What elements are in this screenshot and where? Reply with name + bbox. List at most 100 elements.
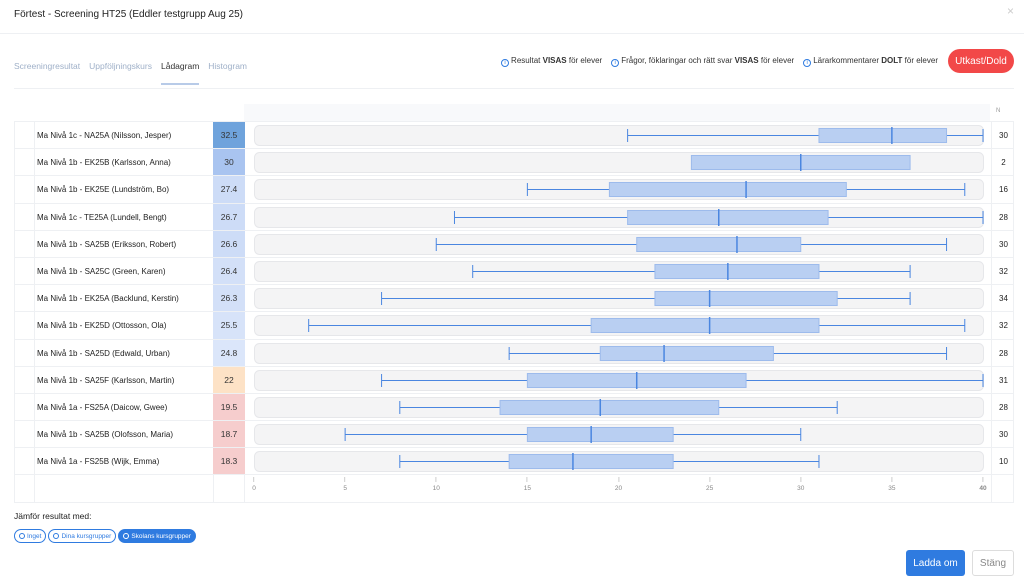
option-label: Skolans kursgrupper — [131, 532, 191, 540]
group-count: 30 — [991, 122, 1015, 149]
info-text: för elever — [566, 56, 603, 65]
row-cell — [991, 475, 1015, 503]
box — [526, 427, 674, 443]
tab-uppfoljningskurs[interactable]: Uppföljningskurs — [89, 61, 152, 71]
tick-text: 20 — [614, 485, 623, 493]
row-cell — [15, 448, 35, 475]
group-name: Ma Nivå 1a - FS25B (Wijk, Emma) — [37, 457, 160, 467]
table-row: Ma Nivå 1b - SA25D (Edwald, Urban) 24.8 … — [15, 339, 1015, 367]
close-button[interactable]: Stäng — [972, 550, 1014, 576]
group-score: 27.4 — [213, 176, 245, 203]
tab-histogram[interactable]: Histogram — [208, 61, 248, 71]
info-text: Lärarkommentarer — [813, 56, 882, 65]
tick-text: 35 — [888, 485, 896, 493]
group-count: 32 — [991, 312, 1015, 339]
row-cell — [15, 475, 35, 503]
x-tick-label: 5 — [343, 477, 347, 492]
table-row: Ma Nivå 1b - EK25D (Ottosson, Ola) 25.5 … — [15, 312, 1015, 340]
compare-option-school-groups[interactable]: Skolans kursgrupper — [118, 529, 196, 543]
group-count: 28 — [991, 203, 1015, 230]
tick-text: 30 — [797, 485, 805, 493]
info-state: DOLT — [881, 56, 903, 65]
option-label: Inget — [27, 532, 42, 540]
option-label: Dina kursgrupper — [61, 532, 112, 540]
info-questions[interactable]: i Frågor, föklaringar och rätt svar VISAS… — [611, 56, 794, 67]
group-count: 10 — [991, 448, 1015, 475]
x-tick-label: 0 — [252, 477, 256, 492]
group-name: Ma Nivå 1b - SA25B (Eriksson, Robert) — [37, 239, 177, 249]
boxplot — [254, 288, 984, 310]
boxplot — [254, 233, 984, 255]
info-text: för elever — [758, 56, 795, 65]
tab-ladagram[interactable]: Lådagram — [161, 61, 200, 85]
info-results[interactable]: i Resultat VISAS för elever — [501, 56, 602, 67]
group-score: 22 — [213, 366, 245, 393]
close-icon[interactable]: × — [1006, 4, 1014, 18]
boxplot-table: Ma Nivå 1c - NA25A (Nilsson, Jesper) 32.… — [14, 121, 1015, 504]
group-score: 18.7 — [213, 421, 245, 448]
info-text: Resultat — [511, 56, 543, 65]
boxplot — [254, 260, 984, 282]
tick-text: 0 — [252, 485, 256, 493]
group-count: 31 — [991, 366, 1015, 393]
box — [499, 399, 720, 415]
group-name: Ma Nivå 1b - EK25A (Backlund, Kerstin) — [37, 294, 179, 304]
box — [627, 209, 829, 225]
status-button[interactable]: Utkast/Dold — [948, 49, 1014, 73]
boxplot — [254, 342, 984, 364]
info-text: Frågor, föklaringar och rätt svar — [621, 56, 735, 65]
group-count: 32 — [991, 257, 1015, 285]
row-cell — [15, 421, 35, 448]
row-cell — [15, 257, 35, 285]
box — [508, 454, 674, 470]
group-name: Ma Nivå 1b - EK25D (Ottosson, Ola) — [37, 321, 167, 331]
row-cell — [15, 176, 35, 203]
info-state: VISAS — [734, 56, 759, 65]
reload-button[interactable]: Ladda om — [906, 550, 965, 576]
boxplot — [254, 315, 984, 337]
group-score: 32.5 — [213, 122, 245, 149]
tab-screeningresultat[interactable]: Screeningresultat — [14, 61, 81, 71]
table-row: Ma Nivå 1b - SA25B (Eriksson, Robert) 26… — [15, 230, 1015, 258]
group-name: Ma Nivå 1b - SA25B (Olofsson, Maria) — [37, 430, 174, 440]
box — [818, 128, 948, 143]
n-header: N — [996, 108, 1001, 114]
compare-option-none[interactable]: Inget — [14, 529, 47, 543]
group-count: 2 — [991, 149, 1015, 176]
row-cell — [15, 203, 35, 230]
group-count: 30 — [991, 421, 1015, 448]
box — [654, 263, 820, 279]
table-row: Ma Nivå 1b - SA25C (Green, Karen) 26.4 3… — [15, 257, 1015, 286]
box — [654, 291, 838, 307]
tick-text: 5 — [343, 485, 347, 493]
group-name: Ma Nivå 1c - NA25A (Nilsson, Jesper) — [37, 131, 172, 140]
table-row: Ma Nivå 1b - EK25E (Lundström, Bo) 27.4 … — [15, 176, 1013, 204]
tick-text: 25 — [706, 485, 714, 493]
boxplot — [254, 206, 984, 228]
row-cell — [15, 312, 35, 339]
compare-options: Inget Dina kursgrupper Skolans kursgrupp… — [14, 529, 196, 543]
tick-text: 10 — [432, 485, 440, 493]
group-score: 26.4 — [213, 257, 245, 285]
group-count: 34 — [991, 285, 1015, 312]
x-tick-label: 25 — [706, 477, 713, 492]
tab-bar: Screeningresultat Uppföljningskurs Lådag… — [14, 61, 247, 85]
group-name: Ma Nivå 1c - TE25A (Lundell, Bengt) — [37, 212, 167, 222]
x-tick-label: 30 — [797, 477, 804, 492]
box — [608, 182, 847, 198]
table-row: Ma Nivå 1c - NA25A (Nilsson, Jesper) 32.… — [15, 122, 1015, 150]
group-count: 28 — [991, 393, 1015, 421]
radio-icon — [19, 532, 25, 539]
boxplot — [254, 424, 984, 446]
boxplot — [254, 152, 984, 174]
compare-option-my-groups[interactable]: Dina kursgrupper — [48, 529, 117, 543]
group-count: 28 — [991, 339, 1015, 366]
group-score: 25.5 — [213, 312, 245, 339]
tick-text: 40 — [979, 485, 987, 493]
group-count: 30 — [991, 230, 1015, 257]
divider — [14, 88, 1014, 89]
visibility-info: i Resultat VISAS för elever i Frågor, fökl… — [501, 56, 938, 67]
group-score: 26.6 — [213, 230, 245, 257]
row-cell — [15, 393, 35, 421]
info-comments[interactable]: i Lärarkommentarer DOLT för elever — [803, 56, 938, 67]
